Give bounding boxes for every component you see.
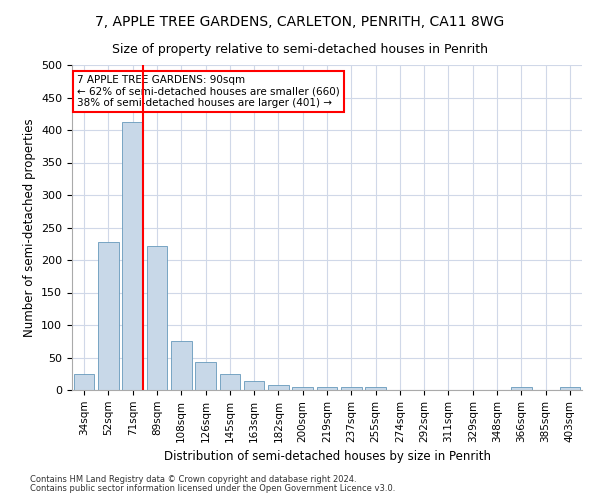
Bar [74,374,94,390]
Bar [268,385,289,390]
Bar [560,387,580,390]
Bar [98,242,119,390]
Bar [146,246,167,390]
Text: 7 APPLE TREE GARDENS: 90sqm
← 62% of semi-detached houses are smaller (660)
38% : 7 APPLE TREE GARDENS: 90sqm ← 62% of sem… [77,74,340,108]
Bar [171,340,191,390]
Bar [244,381,265,390]
Y-axis label: Number of semi-detached properties: Number of semi-detached properties [23,118,35,337]
Text: Contains HM Land Registry data © Crown copyright and database right 2024.: Contains HM Land Registry data © Crown c… [30,476,356,484]
Bar [317,387,337,390]
Bar [195,362,216,390]
Bar [365,387,386,390]
Text: Contains public sector information licensed under the Open Government Licence v3: Contains public sector information licen… [30,484,395,493]
Bar [220,374,240,390]
Text: Size of property relative to semi-detached houses in Penrith: Size of property relative to semi-detach… [112,42,488,56]
Bar [292,387,313,390]
Text: 7, APPLE TREE GARDENS, CARLETON, PENRITH, CA11 8WG: 7, APPLE TREE GARDENS, CARLETON, PENRITH… [95,15,505,29]
Bar [341,387,362,390]
Bar [122,122,143,390]
Bar [511,387,532,390]
X-axis label: Distribution of semi-detached houses by size in Penrith: Distribution of semi-detached houses by … [163,450,491,463]
